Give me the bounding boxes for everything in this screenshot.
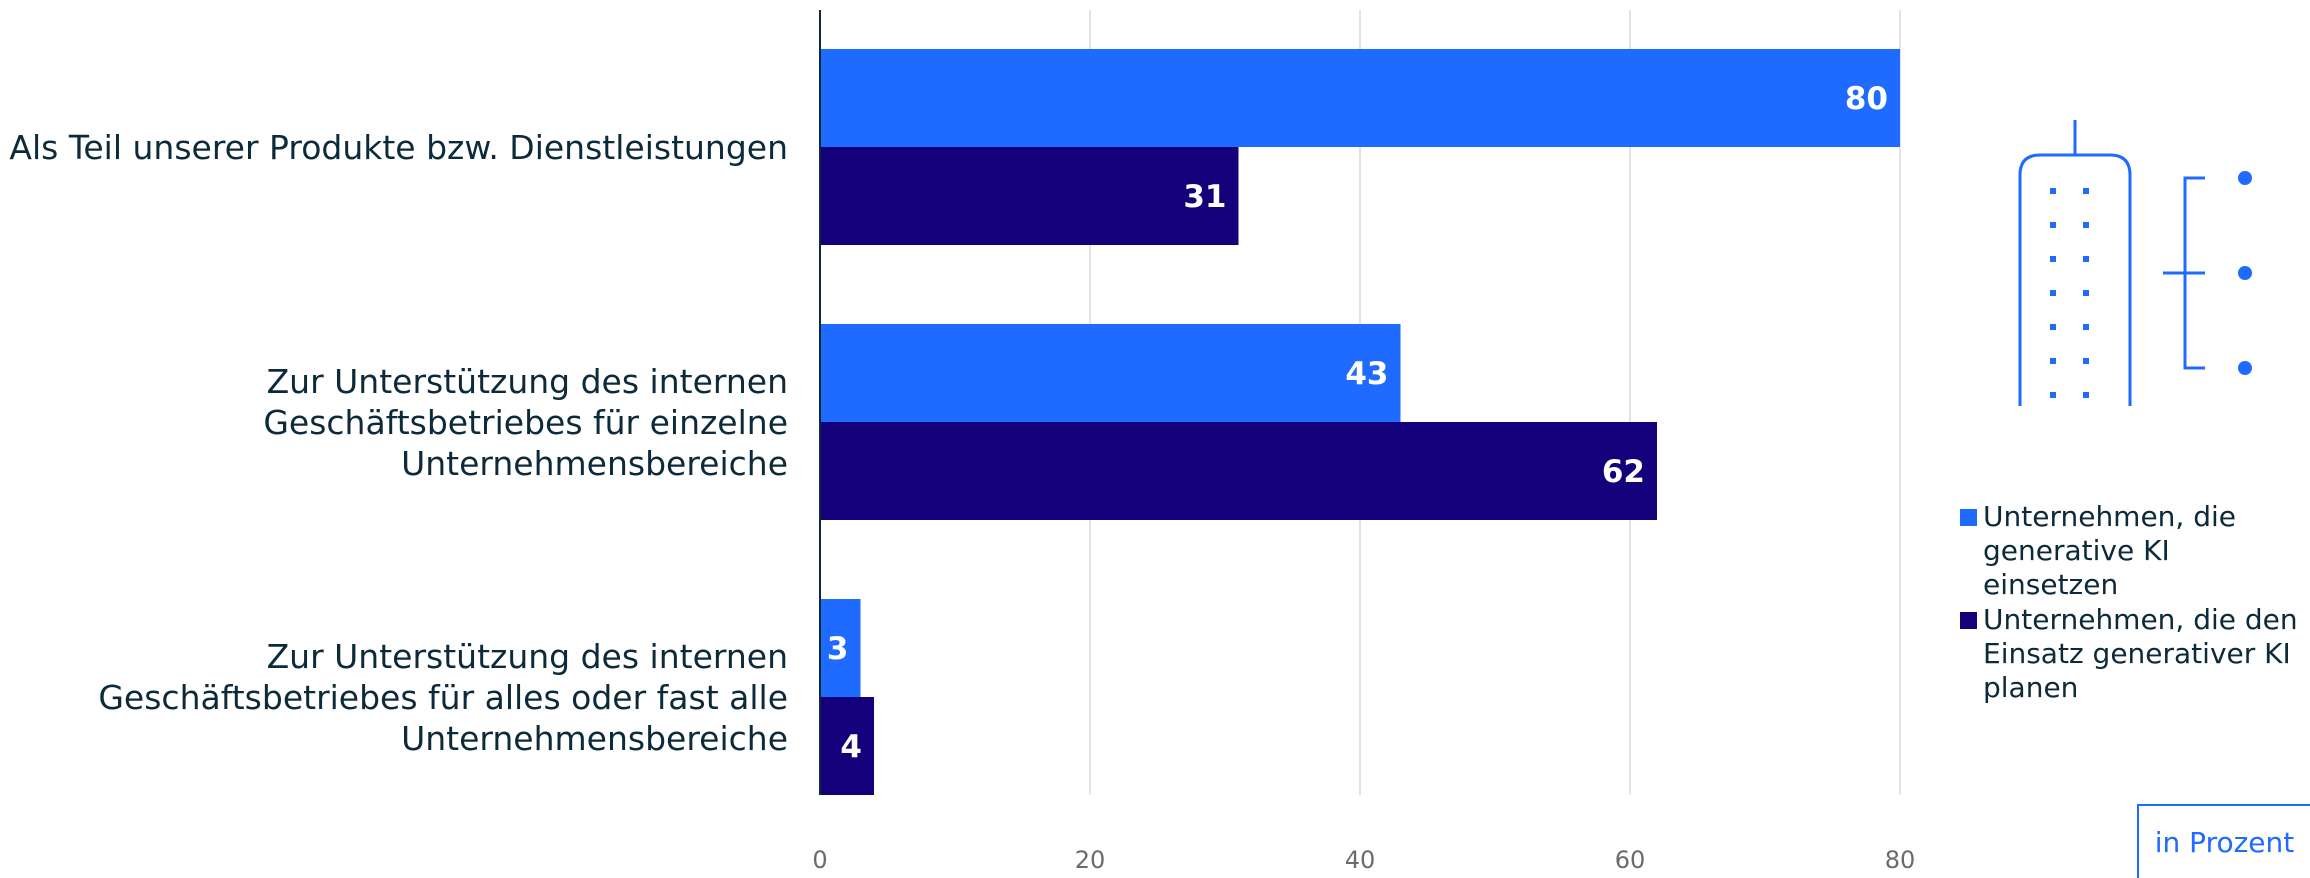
unit-label: in Prozent [2137,804,2310,878]
bar-value-label-s2-c1: 31 [1183,179,1226,215]
legend-item-1: Unternehmen, die generative KI einsetzen [1960,500,2310,602]
bar-value-label-s1-c3: 3 [827,631,849,667]
x-tick-label-0: 0 [812,846,827,874]
x-tick-label-20: 20 [1075,846,1106,874]
bar-value-label-s2-c3: 4 [840,729,862,765]
x-tick-label-80: 80 [1885,846,1916,874]
bar-s1-c2 [820,324,1401,422]
bar-value-label-s1-c1: 80 [1845,81,1888,117]
bar-s1-c1 [820,49,1900,147]
category-label-1: Als Teil unserer Produkte bzw. Dienstlei… [9,127,788,167]
legend-swatch-2 [1960,612,1977,629]
building-network-icon [2018,120,2252,406]
legend-label-2: Unternehmen, die den Einsatz generativer… [1983,603,2298,704]
bar-s2-c3 [820,697,874,795]
legend-item-2: Unternehmen, die den Einsatz generativer… [1960,603,2310,705]
bar-s1-c3 [820,599,861,697]
legend-swatch-1 [1960,509,1977,526]
bar-value-label-s1-c2: 43 [1345,356,1388,392]
bar-s2-c1 [820,147,1239,245]
category-label-2: Zur Unterstützung des internen Geschäfts… [263,361,788,483]
x-tick-label-40: 40 [1345,846,1376,874]
legend-label-1: Unternehmen, die generative KI einsetzen [1983,500,2237,601]
bar-s2-c2 [820,422,1657,520]
x-tick-label-60: 60 [1615,846,1646,874]
category-label-3: Zur Unterstützung des internen Geschäfts… [98,636,788,758]
bar-value-label-s2-c2: 62 [1602,454,1645,490]
